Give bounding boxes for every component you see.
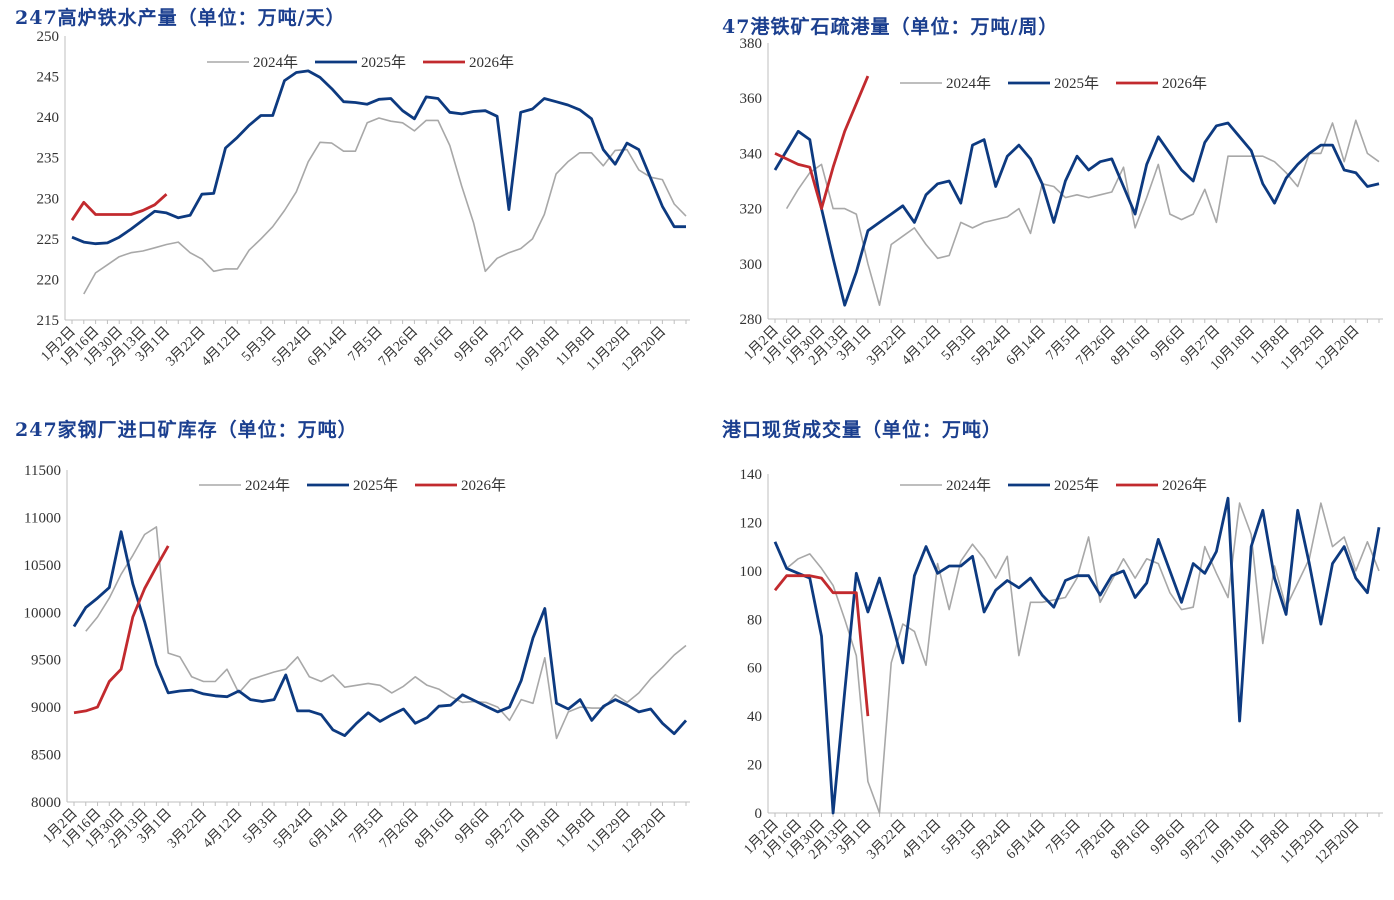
x-tick-label: 4月12日: [200, 806, 246, 852]
legend-label-2024: 2024年: [946, 477, 991, 494]
series-line-2025: [72, 530, 688, 737]
y-tick-label: 240: [37, 110, 60, 126]
x-tick-label: 6月14日: [306, 806, 352, 852]
legend-label-2024: 2024年: [253, 54, 298, 71]
legend-label-2024: 2024年: [946, 75, 991, 92]
chart-panel-hot-metal-output: 247高炉铁水产量（单位：万吨/天） 215 220 225 230 235 240 245…: [0, 0, 697, 405]
series-line-2024: [85, 526, 687, 740]
x-tick-label: 6月14日: [1003, 323, 1049, 369]
x-tick-label: 8月16日: [1108, 817, 1154, 863]
y-tick-label: 20: [747, 758, 762, 774]
y-tick-label: 215: [37, 313, 60, 329]
y-tick-label: 280: [740, 312, 763, 328]
y-tick-label: 140: [740, 467, 763, 483]
y-tick-label: 100: [740, 564, 763, 580]
series-line-2025: [71, 69, 686, 246]
y-tick-label: 230: [37, 191, 60, 207]
series-line-2026: [70, 193, 168, 221]
series-line-2024: [83, 117, 687, 295]
legend-label-2026: 2026年: [1162, 477, 1207, 494]
y-tick-label: 10500: [24, 558, 62, 574]
series-line-2026: [773, 574, 870, 717]
y-tick-label: 380: [740, 36, 763, 52]
y-tick-label: 250: [37, 29, 60, 45]
y-tick-label: 11000: [24, 510, 61, 526]
x-tick-label: 8月16日: [411, 806, 457, 852]
series-line-2025: [773, 121, 1380, 307]
y-tick-label: 220: [37, 272, 60, 288]
y-tick-label: 235: [37, 151, 60, 167]
x-tick-label: 6月14日: [304, 324, 350, 370]
y-tick-label: 300: [740, 257, 763, 273]
x-tick-label: 4月12日: [898, 817, 944, 863]
x-tick-label: 6月14日: [1003, 817, 1049, 863]
legend-label-2025: 2025年: [361, 54, 406, 71]
legend-label-2025: 2025年: [1054, 75, 1099, 92]
port-spot-volume-chart: 0204060801001201401月2日1月16日1月30日2月13日3月1…: [740, 467, 1383, 867]
y-tick-label: 60: [747, 661, 762, 677]
legend: 2024年 2025年 2026年: [199, 477, 506, 494]
legend: 2024年 2025年 2026年: [900, 75, 1207, 92]
port-clearance-chart: 2803003203403603801月2日1月16日1月30日2月13日3月1…: [740, 36, 1383, 373]
y-tick-label: 9000: [31, 700, 61, 716]
y-tick-label: 225: [37, 232, 60, 248]
y-tick-label: 340: [740, 146, 763, 162]
x-tick-label: 4月12日: [898, 323, 944, 369]
legend: 2024年 2025年 2026年: [207, 54, 514, 71]
series-line-2025: [773, 496, 1381, 815]
series-line-2024: [786, 502, 1380, 814]
legend-label-2026: 2026年: [1162, 75, 1207, 92]
chart-panel-mill-ore-inventory: 247家钢厂进口矿库存（单位：万吨） 8000 8500 9000 9500 10000…: [0, 405, 697, 900]
legend-label-2024: 2024年: [245, 477, 290, 494]
series-line-2026: [73, 545, 170, 715]
x-tick-label: 8月16日: [1108, 323, 1154, 369]
y-tick-label: 120: [740, 515, 763, 531]
y-tick-label: 8000: [31, 795, 61, 811]
y-tick-label: 9500: [31, 653, 61, 669]
chart-title: 247高炉铁水产量（单位：万吨/天）: [15, 7, 346, 29]
legend-label-2026: 2026年: [461, 477, 506, 494]
legend-label-2026: 2026年: [469, 54, 514, 71]
y-tick-label: 40: [747, 709, 762, 725]
y-tick-label: 10000: [24, 605, 62, 621]
series-line-2026: [774, 75, 870, 210]
chart-panel-port-clearance: 47港铁矿石疏港量（单位：万吨/周） 280 300 320 340 360 380 1月2…: [697, 0, 1394, 405]
y-tick-label: 245: [37, 70, 60, 86]
y-tick-label: 360: [740, 91, 763, 107]
y-tick-label: 11500: [24, 463, 61, 479]
chart-title: 港口现货成交量（单位：万吨）: [722, 419, 1003, 441]
y-tick-label: 80: [747, 612, 762, 628]
chart-panel-port-spot-volume: 港口现货成交量（单位：万吨） 0 20 40 60 80 100 120 140 1月2日 1月1…: [697, 405, 1394, 900]
x-tick-label: 4月12日: [198, 324, 244, 370]
y-tick-label: 0: [755, 806, 763, 822]
series-line-2024: [785, 119, 1380, 306]
legend: 2024年 2025年 2026年: [900, 477, 1207, 494]
hot-metal-output-chart: 2152202252302352402452501月2日1月16日1月30日2月…: [37, 29, 690, 374]
legend-label-2025: 2025年: [353, 477, 398, 494]
legend-label-2025: 2025年: [1054, 477, 1099, 494]
mill-ore-inventory-chart: 8000850090009500100001050011000115001月2日…: [24, 463, 690, 856]
chart-title: 247家钢厂进口矿库存（单位：万吨）: [15, 419, 358, 441]
y-tick-label: 320: [740, 202, 763, 218]
y-tick-label: 8500: [31, 748, 61, 764]
chart-title: 47港铁矿石疏港量（单位：万吨/周）: [722, 16, 1059, 38]
x-tick-label: 8月16日: [411, 324, 457, 370]
